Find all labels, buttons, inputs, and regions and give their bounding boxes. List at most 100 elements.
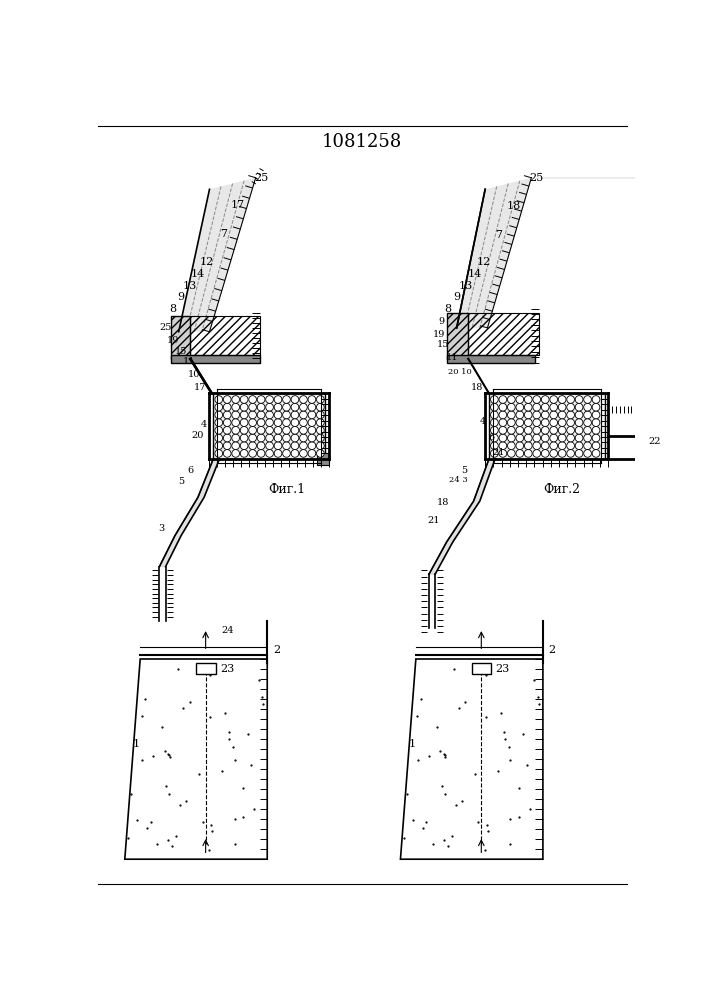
Text: 25: 25 <box>159 323 172 332</box>
Circle shape <box>491 403 498 411</box>
Circle shape <box>525 403 532 411</box>
Text: 9: 9 <box>453 292 460 302</box>
Circle shape <box>491 396 498 403</box>
Circle shape <box>223 442 231 450</box>
Circle shape <box>291 403 299 411</box>
Circle shape <box>291 411 299 419</box>
Circle shape <box>240 403 248 411</box>
Circle shape <box>317 411 325 419</box>
Circle shape <box>266 411 274 419</box>
Circle shape <box>559 403 566 411</box>
Circle shape <box>533 434 541 442</box>
Circle shape <box>274 396 282 403</box>
Circle shape <box>232 411 240 419</box>
Text: 20 10: 20 10 <box>448 368 472 376</box>
Circle shape <box>257 411 265 419</box>
Circle shape <box>592 426 600 434</box>
Circle shape <box>232 442 240 450</box>
Circle shape <box>308 419 316 426</box>
Circle shape <box>249 426 257 434</box>
Circle shape <box>584 426 592 434</box>
Circle shape <box>575 396 583 403</box>
Circle shape <box>533 450 541 457</box>
Circle shape <box>308 396 316 403</box>
Text: Фиг.1: Фиг.1 <box>268 483 305 496</box>
Circle shape <box>575 403 583 411</box>
Circle shape <box>584 403 592 411</box>
Circle shape <box>550 403 558 411</box>
Text: 4: 4 <box>201 420 207 429</box>
Polygon shape <box>214 393 325 459</box>
Circle shape <box>291 450 299 457</box>
Circle shape <box>525 450 532 457</box>
Circle shape <box>508 434 515 442</box>
Circle shape <box>499 450 507 457</box>
Circle shape <box>249 419 257 426</box>
Circle shape <box>240 434 248 442</box>
Circle shape <box>291 442 299 450</box>
Text: 18: 18 <box>472 383 484 392</box>
Circle shape <box>575 411 583 419</box>
Circle shape <box>257 442 265 450</box>
Circle shape <box>308 403 316 411</box>
Circle shape <box>516 442 524 450</box>
Text: 24: 24 <box>221 626 233 635</box>
Circle shape <box>317 396 325 403</box>
Circle shape <box>542 396 549 403</box>
Circle shape <box>525 419 532 426</box>
Circle shape <box>559 426 566 434</box>
Circle shape <box>499 419 507 426</box>
Polygon shape <box>447 355 535 363</box>
Circle shape <box>215 419 223 426</box>
Circle shape <box>491 450 498 457</box>
Circle shape <box>516 411 524 419</box>
Circle shape <box>533 411 541 419</box>
Circle shape <box>550 450 558 457</box>
Circle shape <box>592 419 600 426</box>
Text: 18: 18 <box>437 498 449 507</box>
Circle shape <box>249 396 257 403</box>
Circle shape <box>567 411 575 419</box>
Text: 12: 12 <box>477 257 491 267</box>
Circle shape <box>508 450 515 457</box>
Circle shape <box>508 419 515 426</box>
Circle shape <box>257 419 265 426</box>
Circle shape <box>291 434 299 442</box>
Circle shape <box>232 426 240 434</box>
Text: 5: 5 <box>178 477 184 486</box>
Polygon shape <box>317 453 329 465</box>
Text: 7: 7 <box>496 231 503 240</box>
Text: 22: 22 <box>648 437 661 446</box>
Circle shape <box>516 426 524 434</box>
Circle shape <box>274 419 282 426</box>
Circle shape <box>291 396 299 403</box>
Circle shape <box>266 434 274 442</box>
Circle shape <box>240 419 248 426</box>
Text: 23: 23 <box>496 664 510 674</box>
Circle shape <box>274 426 282 434</box>
Circle shape <box>559 442 566 450</box>
Circle shape <box>559 450 566 457</box>
Circle shape <box>584 396 592 403</box>
Text: 5: 5 <box>461 466 467 475</box>
Text: 13: 13 <box>459 281 473 291</box>
Circle shape <box>283 426 291 434</box>
Circle shape <box>567 450 575 457</box>
Circle shape <box>575 419 583 426</box>
Circle shape <box>584 419 592 426</box>
Text: 10: 10 <box>188 370 200 379</box>
Circle shape <box>266 396 274 403</box>
Polygon shape <box>489 393 604 459</box>
Circle shape <box>550 434 558 442</box>
Text: 13: 13 <box>183 281 197 291</box>
Circle shape <box>567 419 575 426</box>
Text: 2: 2 <box>273 645 280 655</box>
Circle shape <box>567 426 575 434</box>
Circle shape <box>542 403 549 411</box>
Text: 11: 11 <box>182 357 195 366</box>
Circle shape <box>232 434 240 442</box>
Circle shape <box>533 426 541 434</box>
Text: 20: 20 <box>192 431 204 440</box>
Text: 17: 17 <box>194 383 206 392</box>
Circle shape <box>508 442 515 450</box>
